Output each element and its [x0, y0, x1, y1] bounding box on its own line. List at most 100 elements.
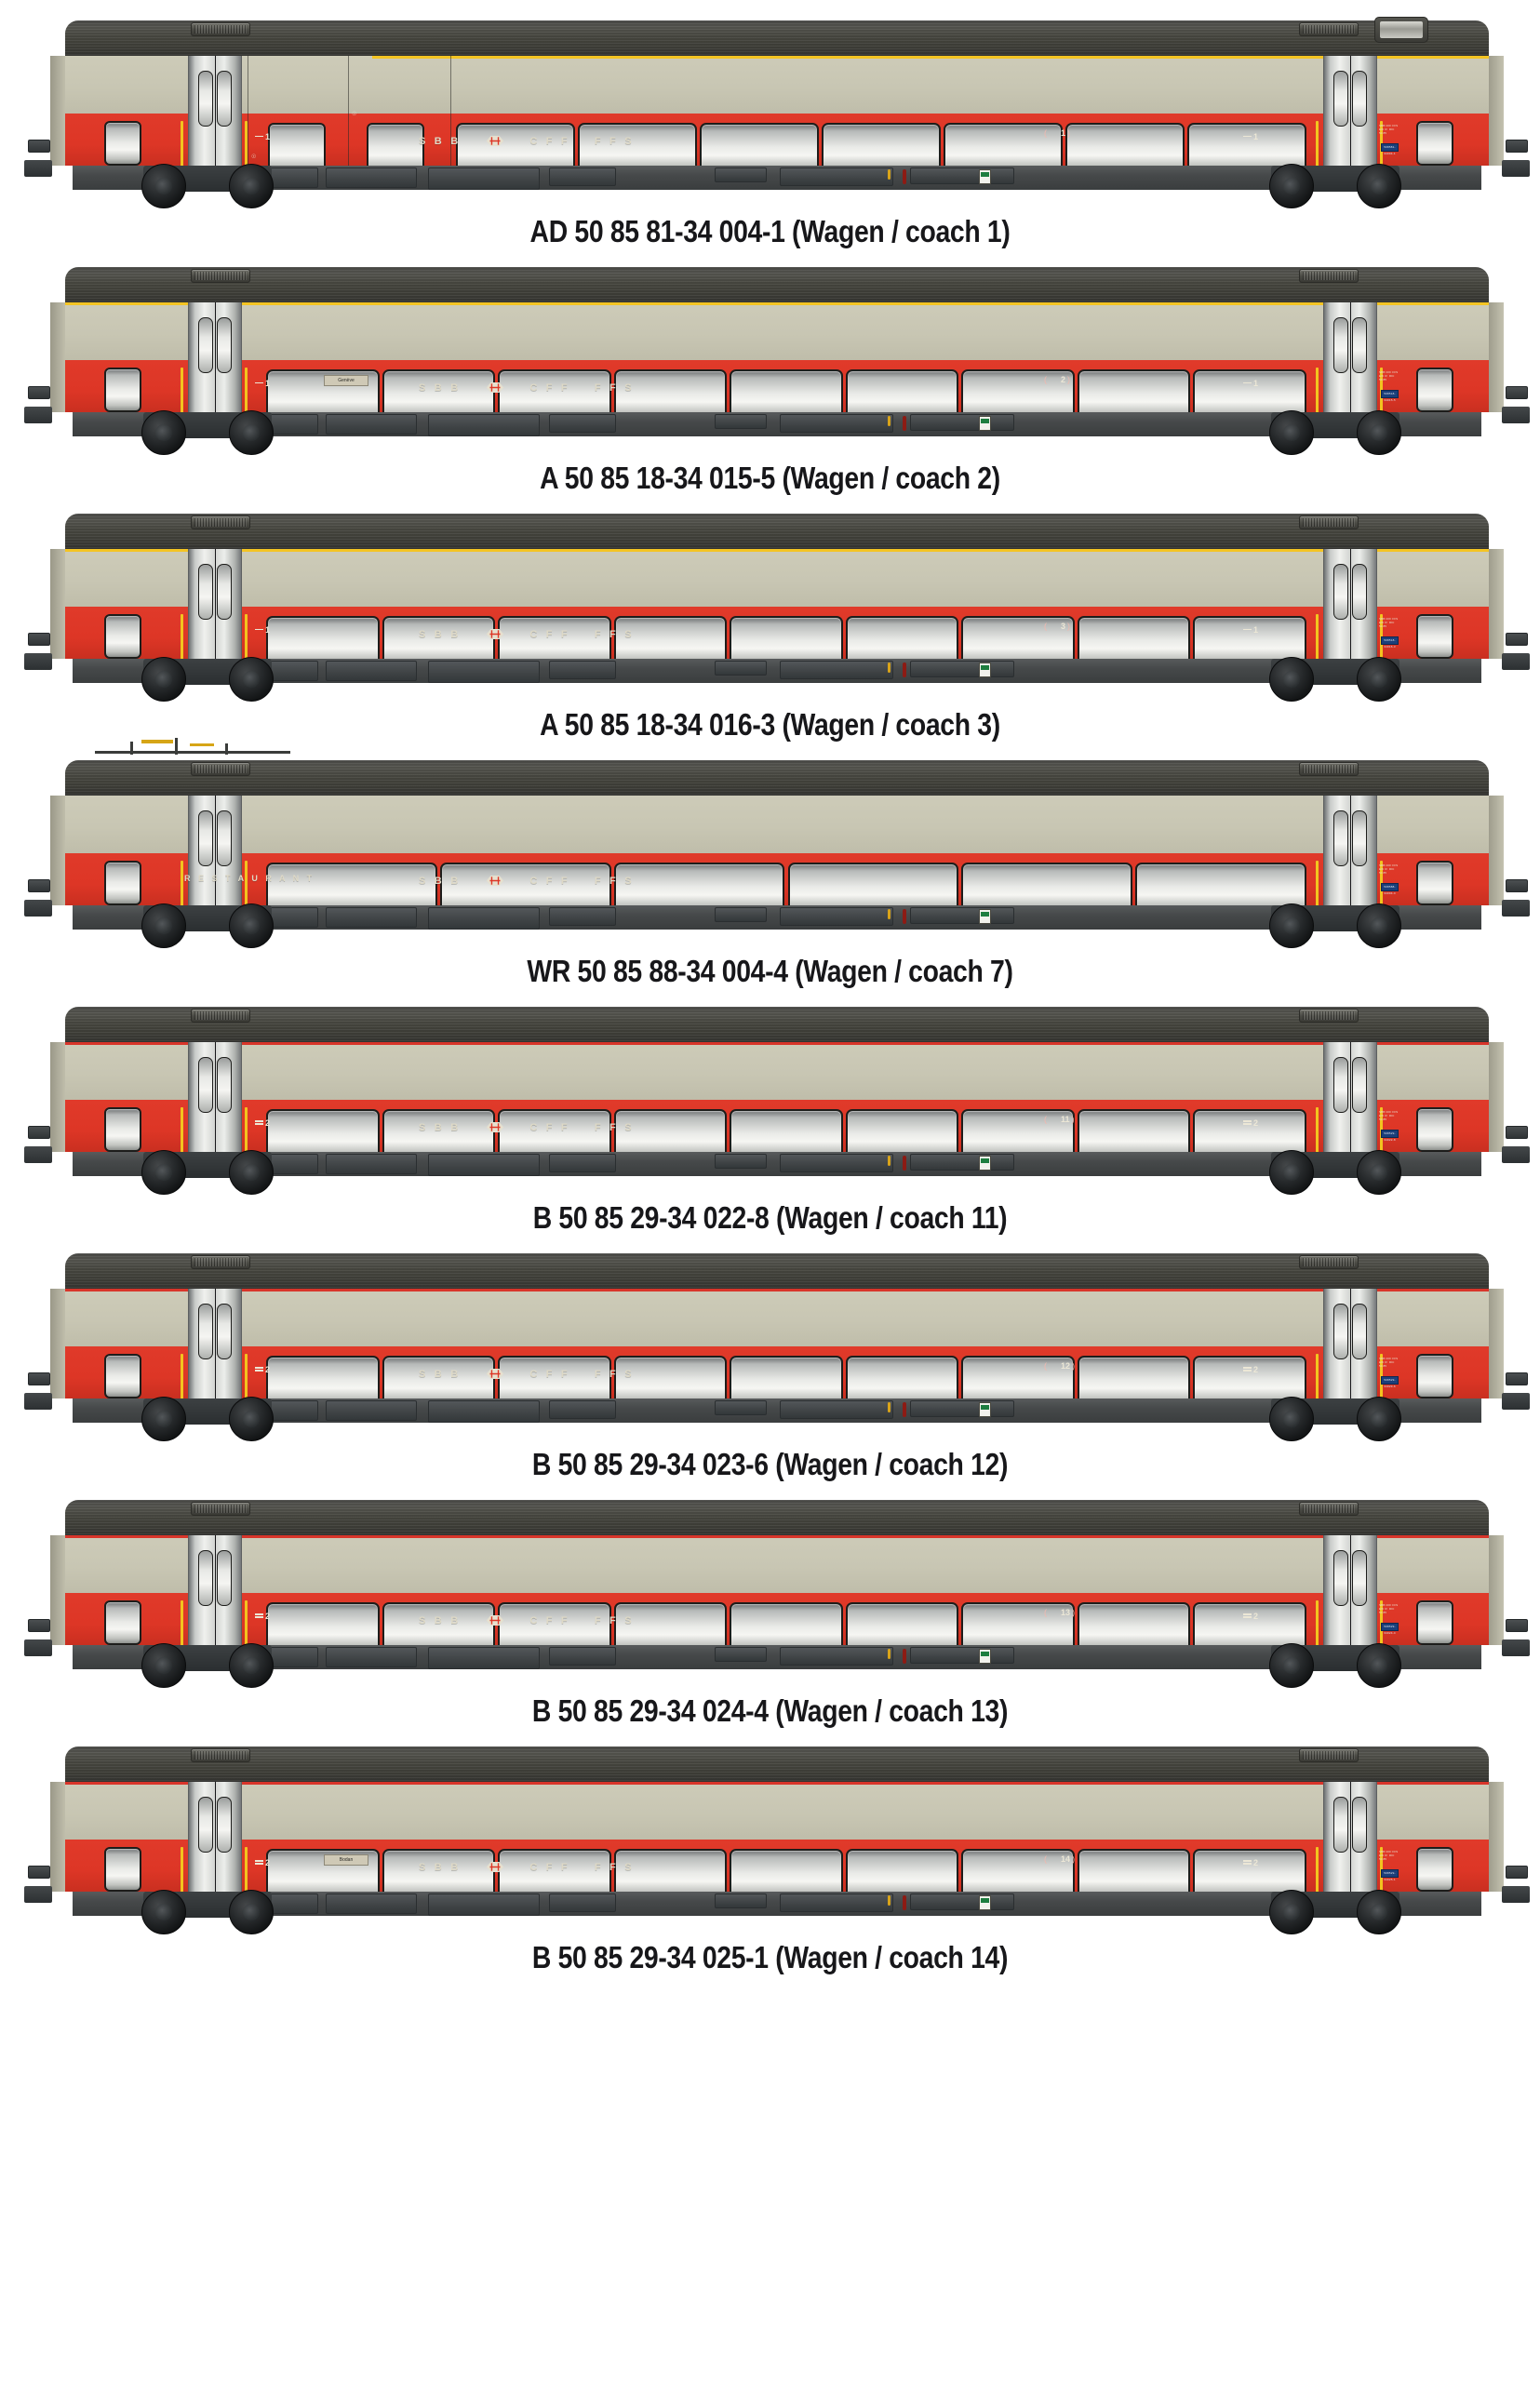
- underfloor-equipment-box: [428, 1154, 540, 1176]
- door-split-line: [1350, 302, 1351, 431]
- wheel: [1357, 164, 1401, 208]
- wheel: [1269, 1643, 1314, 1688]
- grab-handle: [181, 614, 183, 662]
- coach-end-right: [1487, 1042, 1504, 1152]
- vestibule-window: [104, 1600, 141, 1645]
- vestibule-door-left[interactable]: [188, 302, 242, 431]
- vestibule-door-left[interactable]: [188, 1782, 242, 1910]
- underfloor-equipment-box: [326, 414, 417, 435]
- class-marking-right: 2: [1243, 1858, 1258, 1867]
- passenger-window: [613, 616, 728, 666]
- door-marking: ☉: [251, 154, 257, 160]
- air-hose: [888, 909, 891, 919]
- door-split-line: [215, 56, 216, 184]
- passenger-window: [961, 1849, 1075, 1899]
- upper-body-panel: [65, 1782, 1489, 1840]
- coach-end-left: [50, 549, 67, 659]
- coach-entry: S B B C F F F F S 2 2 (14) Bodan SBB CFF FFS EW…: [0, 1726, 1540, 1973]
- upper-body-panel: [65, 1289, 1489, 1346]
- underfloor-equipment-box: [780, 907, 893, 926]
- sbb-cff-ffs-logo-icon: [485, 134, 505, 148]
- vestibule-door-right[interactable]: [1323, 302, 1377, 431]
- coach-11-caption: B 50 85 29-34 022-8 (Wagen / coach 11): [532, 1200, 1008, 1235]
- class-number: 2: [1253, 1118, 1259, 1128]
- vestibule-door-right[interactable]: [1323, 56, 1377, 184]
- vestibule-door-right[interactable]: [1323, 796, 1377, 924]
- vestibule-door-right[interactable]: [1323, 1289, 1377, 1417]
- passenger-window: [1077, 616, 1191, 666]
- ffs-text: F F S: [594, 875, 635, 887]
- wheel: [229, 1150, 274, 1195]
- underfloor-equipment-box: [910, 1647, 1014, 1664]
- technical-data-plate: SBB CFF FFS EW IV RIC 50 85: [1379, 863, 1399, 875]
- underfloor-equipment-box: [326, 1400, 417, 1421]
- vestibule-door-left[interactable]: [188, 549, 242, 677]
- coach-end-left: [50, 56, 67, 166]
- door-window: [198, 810, 213, 866]
- roof-vent: [191, 1748, 250, 1762]
- coupler-right: [1502, 653, 1530, 670]
- vestibule-window: [104, 121, 141, 166]
- underfloor-equipment-box: [549, 414, 616, 433]
- vestibule-door-right[interactable]: [1323, 1535, 1377, 1664]
- bracket-right: ): [1072, 1854, 1076, 1864]
- technical-data-plate: SBB CFF FFS EW IV RIC 50 85: [1379, 1110, 1399, 1121]
- class-number: 1: [265, 379, 271, 388]
- underfloor-equipment-box: [549, 907, 616, 926]
- passenger-window: [730, 1109, 843, 1159]
- uic-number-plate: 508529-34025-1: [1381, 1869, 1399, 1881]
- vestibule-door-left[interactable]: [188, 1535, 242, 1664]
- passenger-window: [498, 1849, 611, 1899]
- coach-14-drawing: S B B C F F F F S 2 2 (14) Bodan SBB CFF FFS EW…: [0, 1726, 1540, 1940]
- vestibule-door-right[interactable]: [1323, 1782, 1377, 1910]
- coach-body: S B B C F F F F S 1 1 (3) SBB CFF FFS EW IV RI…: [65, 549, 1489, 677]
- coach-body: S B B C F F F F S 2 2 (11) SBB CFF FFS EW IV R…: [65, 1042, 1489, 1171]
- coach-number-marking: (1): [1044, 128, 1070, 138]
- battery-box-indicator: [979, 169, 991, 184]
- vestibule-door-right[interactable]: [1323, 1042, 1377, 1171]
- coach-number-marking: (3): [1044, 622, 1070, 631]
- passenger-window: [700, 123, 819, 173]
- wheel: [141, 1890, 186, 1934]
- restaurant-label: R E S T A U R A N T: [184, 874, 315, 883]
- underfloor-equipment-box: [780, 1647, 893, 1666]
- vestibule-door-left[interactable]: [188, 56, 242, 184]
- vestibule-door-right[interactable]: [1323, 549, 1377, 677]
- door-split-line: [215, 1289, 216, 1417]
- bracket-right: ): [1067, 622, 1071, 631]
- buffer-right: [1506, 1126, 1528, 1139]
- coach-body: S B B C F F F F S R E S T A U R A N T SBB CF…: [65, 796, 1489, 924]
- underfloor-equipment-box: [910, 1894, 1014, 1910]
- bogie-left: [138, 649, 277, 703]
- grab-handle: [245, 1600, 248, 1649]
- coach-end-left: [50, 1782, 67, 1892]
- battery-box-indicator: [979, 1649, 991, 1664]
- wheel: [229, 1397, 274, 1441]
- coach-end-left: [50, 302, 67, 412]
- buffer-right: [1506, 386, 1528, 399]
- cff-text: C F F: [529, 1121, 570, 1133]
- coach-number-marking: (13): [1044, 1608, 1075, 1617]
- coach-roof: [65, 1500, 1489, 1537]
- vestibule-window: [1416, 1847, 1453, 1892]
- class-number: 1: [1253, 132, 1259, 141]
- buffer-left: [28, 1372, 50, 1385]
- class-marking-right: 1: [1243, 132, 1258, 141]
- vestibule-door-left[interactable]: [188, 1289, 242, 1417]
- sbb-cff-ffs-logo-icon: [485, 1613, 505, 1627]
- class-number: 2: [265, 1118, 271, 1128]
- class-bars: [255, 1367, 263, 1372]
- class-number: 1: [265, 625, 271, 635]
- vestibule-door-left[interactable]: [188, 1042, 242, 1171]
- door-window: [217, 1797, 232, 1853]
- door-window: [198, 1057, 213, 1113]
- grab-handle: [1316, 121, 1319, 169]
- coupler-left: [24, 653, 52, 670]
- body-seam: [450, 56, 451, 166]
- underfloor-equipment-box: [549, 1400, 616, 1419]
- bogie-right: [1265, 156, 1405, 210]
- roof-vent: [191, 1502, 250, 1516]
- vestibule-door-left[interactable]: [188, 796, 242, 924]
- technical-data-plate: SBB CFF FFS EW IV RIC 50 85: [1379, 1850, 1399, 1861]
